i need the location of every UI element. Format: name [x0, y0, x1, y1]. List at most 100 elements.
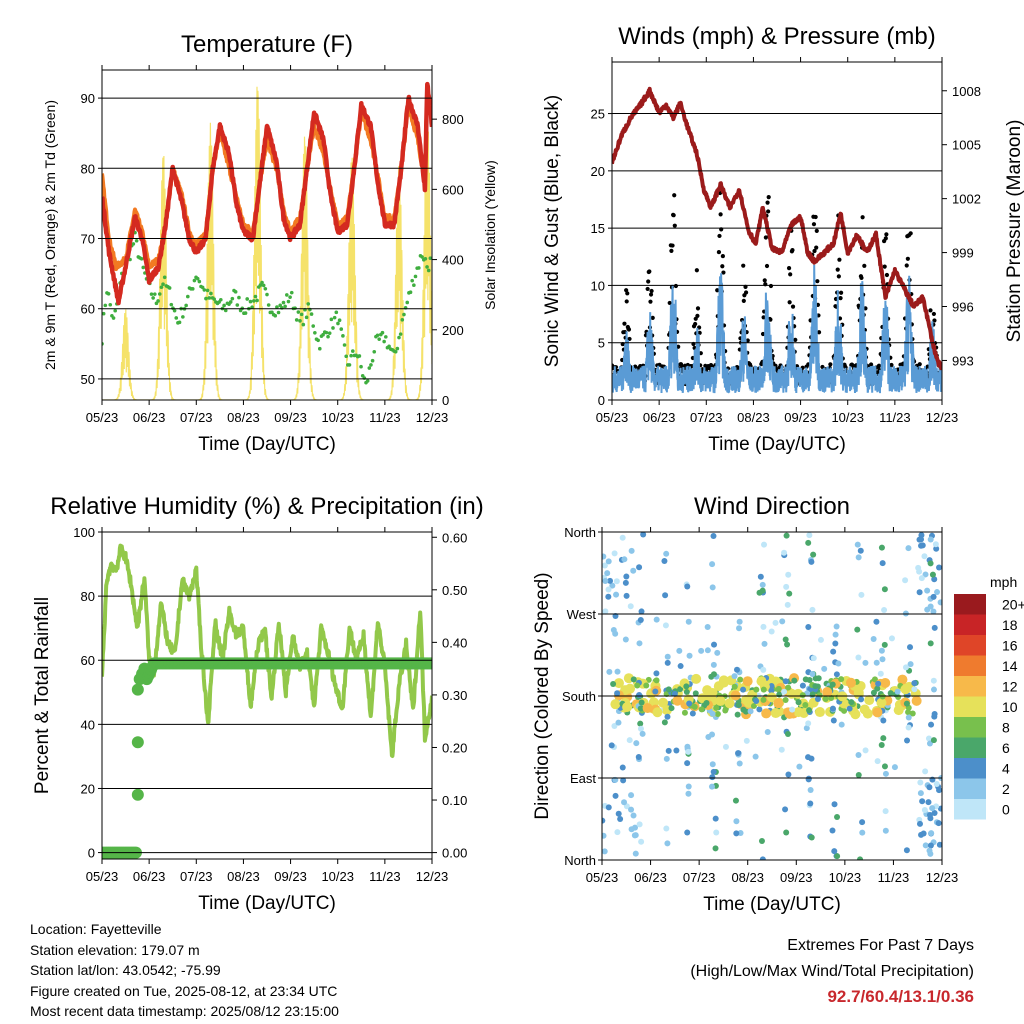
gust-point: [835, 267, 840, 272]
y-tick-label: 10: [591, 278, 605, 293]
direction-point: [628, 792, 635, 799]
direction-point: [918, 536, 925, 543]
chart-title: Wind Direction: [694, 493, 850, 520]
direction-point: [638, 838, 645, 845]
direction-point: [779, 618, 786, 625]
gust-point: [669, 248, 674, 254]
precipitation-point: [425, 657, 432, 670]
dewpoint-point: [369, 363, 373, 367]
gust-point: [649, 288, 654, 294]
direction-point: [829, 705, 836, 712]
gust-point: [787, 300, 792, 305]
gust-point: [695, 306, 701, 311]
direction-point: [817, 636, 824, 643]
direction-point: [761, 640, 768, 647]
dewpoint-point: [204, 296, 208, 301]
direction-point: [614, 668, 621, 675]
gust-point: [836, 274, 841, 279]
direction-point: [879, 560, 886, 567]
dewpoint-point: [266, 303, 271, 307]
direction-point: [605, 558, 612, 565]
direction-point: [698, 647, 705, 654]
dewpoint-point: [207, 296, 212, 300]
x-tick-label: 05/23: [86, 410, 119, 425]
direction-point: [782, 696, 789, 703]
dewpoint-point: [331, 326, 335, 330]
gust-point: [717, 233, 722, 239]
direction-point: [761, 708, 772, 719]
dewpoint-point: [334, 310, 339, 315]
y-tick-label: 40: [81, 717, 95, 732]
direction-point: [712, 815, 719, 822]
direction-point: [713, 829, 720, 836]
x-tick-label: 12/23: [926, 410, 959, 425]
y2-axis-label: Station Pressure (Maroon): [1004, 120, 1024, 343]
direction-point: [686, 652, 693, 659]
direction-point: [638, 608, 645, 615]
direction-point: [715, 695, 726, 706]
direction-point: [859, 829, 866, 836]
direction-point: [683, 683, 690, 690]
colorbar-label: 10: [1002, 699, 1018, 715]
direction-point: [846, 705, 853, 712]
direction-point: [822, 686, 833, 697]
colorbar-label: 20+: [1002, 596, 1024, 612]
y-tick-label: 90: [81, 91, 95, 106]
dewpoint-point: [408, 290, 413, 295]
dewpoint-point: [417, 266, 421, 270]
y-tick-label: 50: [81, 372, 95, 387]
plot-area: [612, 86, 942, 394]
direction-point: [828, 695, 835, 702]
direction-point: [882, 827, 889, 834]
gust-point: [828, 362, 833, 367]
direction-point: [607, 577, 614, 584]
x-tick-label: 08/23: [737, 410, 770, 425]
dewpoint-point: [426, 268, 431, 273]
colorbar-swatch: [954, 696, 986, 717]
direction-point: [753, 698, 760, 705]
direction-point: [784, 601, 791, 608]
gust-point: [622, 321, 627, 326]
direction-point: [636, 691, 643, 698]
gust-point: [814, 228, 819, 233]
direction-point: [799, 692, 806, 699]
direction-point: [709, 710, 716, 717]
y-tick-label: 100: [73, 525, 95, 540]
y2-tick-label: 0.60: [442, 530, 467, 545]
direction-point: [927, 640, 934, 647]
colorbar-label: 4: [1002, 760, 1010, 776]
direction-point: [736, 625, 743, 632]
gust-point: [868, 362, 874, 367]
direction-point: [661, 557, 668, 564]
direction-point: [733, 818, 740, 825]
y-tick-label: 70: [81, 232, 95, 247]
direction-point: [880, 735, 887, 742]
dewpoint-point: [233, 290, 238, 294]
direction-point: [874, 685, 881, 692]
direction-point: [631, 824, 638, 831]
direction-point: [829, 681, 836, 688]
gust-point: [815, 279, 820, 284]
plot-frame: [601, 531, 943, 861]
x-tick-label: 05/23: [596, 410, 629, 425]
dewpoint-point: [425, 265, 429, 269]
gust-point: [884, 232, 889, 237]
direction-point: [934, 589, 941, 596]
y-tick-label: 20: [81, 781, 95, 796]
direction-point: [882, 770, 889, 777]
direction-point: [781, 688, 788, 695]
direction-point: [691, 673, 702, 684]
dewpoint-point: [283, 304, 287, 309]
direction-point: [791, 677, 798, 684]
direction-point: [805, 754, 812, 761]
y2-tick-label: 0.10: [442, 793, 467, 808]
solar-insolation-series: [102, 86, 432, 400]
dewpoint-point: [131, 242, 136, 246]
direction-point: [664, 713, 671, 720]
dewpoint-point: [397, 335, 401, 340]
direction-point: [668, 705, 675, 712]
dewpoint-point: [336, 321, 340, 326]
direction-point: [930, 686, 937, 693]
dewpoint-point: [230, 296, 235, 301]
direction-point: [785, 684, 792, 691]
